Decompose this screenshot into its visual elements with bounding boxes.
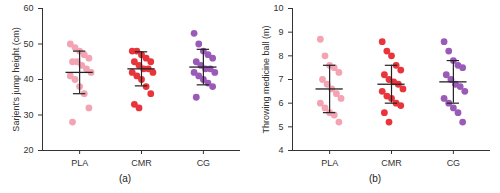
svg-text:Throwing medicine ball (m): Throwing medicine ball (m) [261,25,271,133]
svg-text:60: 60 [23,3,33,13]
svg-text:CG: CG [447,158,461,168]
svg-text:CG: CG [197,158,211,168]
svg-text:20: 20 [23,145,33,155]
svg-text:CMR: CMR [131,158,152,168]
html-text:(b): (b) [368,173,382,184]
svg-text:PLA: PLA [71,158,88,168]
svg-text:4: 4 [278,145,283,155]
svg-text:30: 30 [23,110,33,120]
svg-text:50: 50 [23,39,33,49]
svg-text:6: 6 [278,98,283,108]
svg-text:PLA: PLA [321,158,338,168]
svg-text:8: 8 [278,51,283,61]
svg-text:Sarjent's jump height (cm): Sarjent's jump height (cm) [11,27,21,131]
svg-text:40: 40 [23,74,33,84]
svg-text:7: 7 [278,74,283,84]
html-text:(a): (a) [118,173,132,184]
svg-text:9: 9 [278,27,283,37]
svg-text:CMR: CMR [381,158,402,168]
svg-text:10: 10 [273,3,283,13]
svg-text:5: 5 [278,122,283,132]
